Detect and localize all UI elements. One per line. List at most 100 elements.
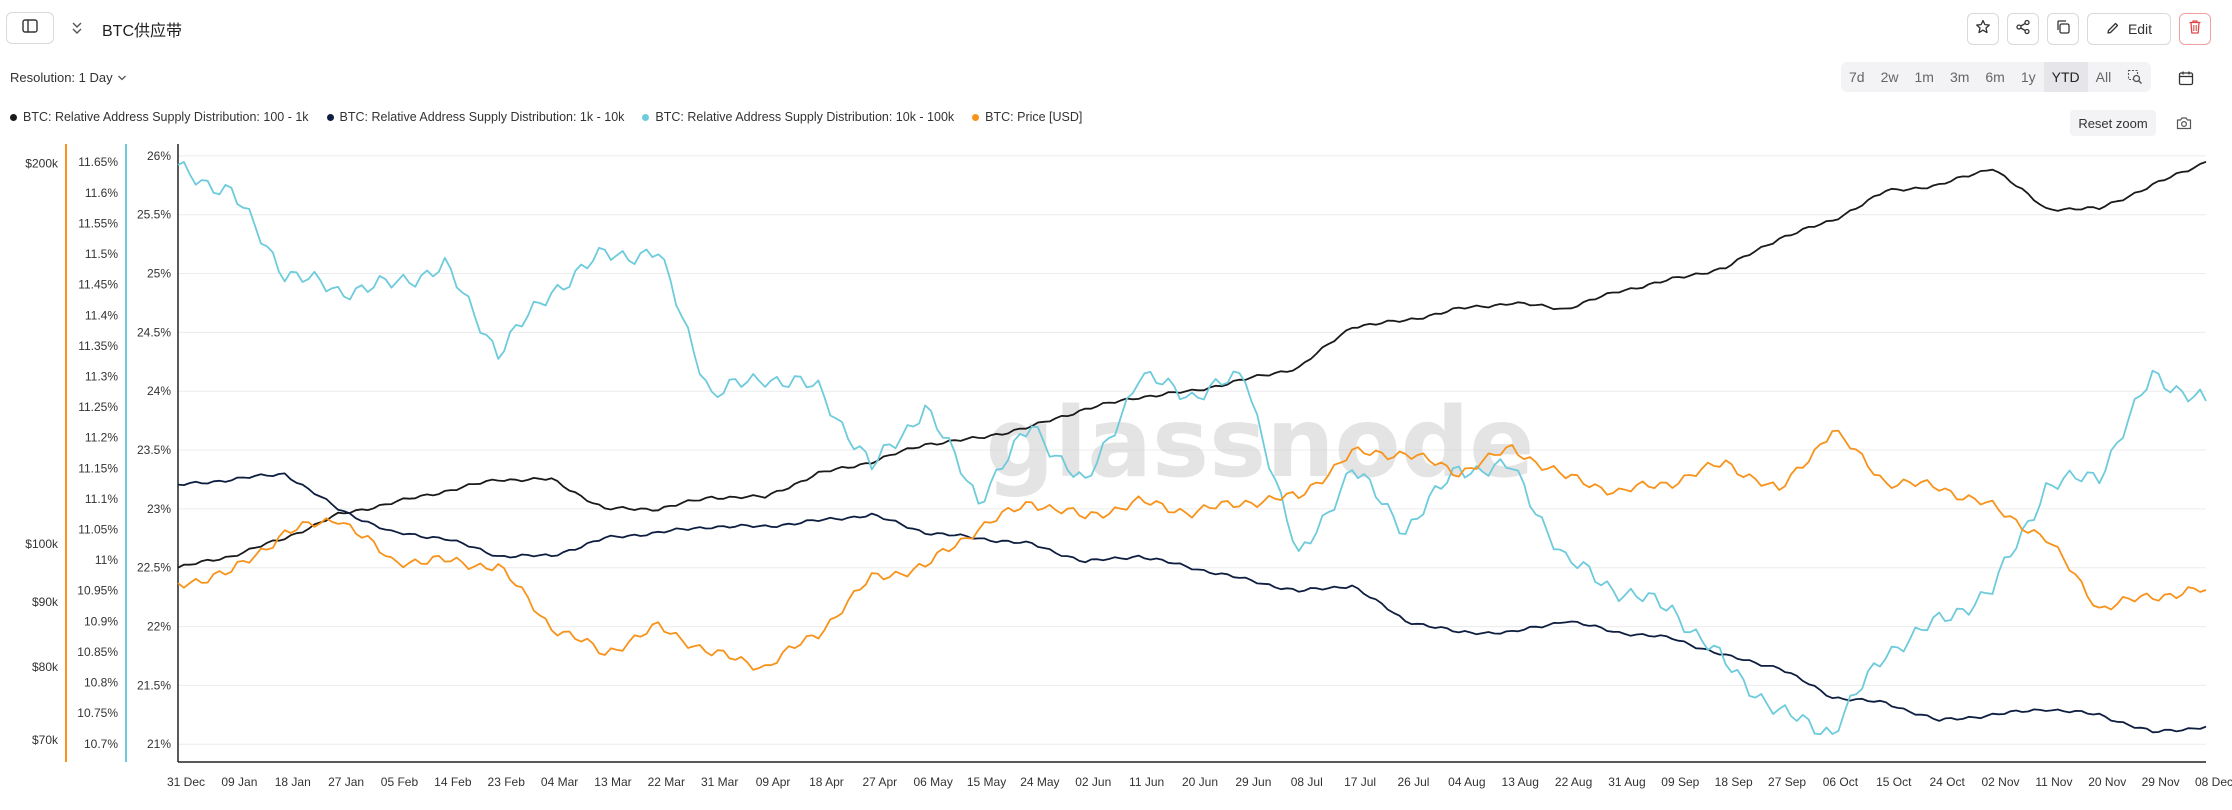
y-tick-label: 11.35%: [78, 339, 118, 353]
range-button-ytd[interactable]: YTD: [2043, 62, 2088, 92]
x-tick-label: 14 Feb: [434, 775, 472, 789]
series-line-3[interactable]: [177, 429, 2207, 671]
legend-item[interactable]: BTC: Relative Address Supply Distributio…: [642, 110, 954, 124]
page-title: BTC供应带: [102, 23, 183, 40]
x-tick-label: 27 Jan: [328, 775, 364, 789]
time-range-selector: 7d 2w 1m 3m 6m 1y YTD All: [1841, 62, 2152, 92]
x-tick-label: 02 Nov: [1982, 775, 2020, 789]
range-button-2w[interactable]: 2w: [1880, 69, 1899, 85]
y-tick-label: 10.85%: [77, 645, 118, 659]
range-button-7d[interactable]: 7d: [1849, 69, 1865, 85]
edit-label: Edit: [2127, 21, 2153, 37]
supply-band-chart[interactable]: glassnode 21% 21.5% 22% 22.5% 23% 23.5% 24% 24.…: [0, 140, 2232, 810]
series-line-1[interactable]: [177, 472, 2207, 734]
x-tick-label: 04 Mar: [541, 775, 578, 789]
range-button-all[interactable]: All: [2095, 69, 2112, 85]
x-tick-label: 18 Sep: [1715, 775, 1753, 789]
favorite-button[interactable]: [1967, 13, 1999, 45]
legend-label: BTC: Relative Address Supply Distributio…: [339, 110, 625, 124]
x-tick-label: 13 Aug: [1502, 775, 1539, 789]
x-tick-label: 17 Jul: [1344, 775, 1376, 789]
y-tick-label: 11.5%: [85, 247, 118, 261]
calendar-icon[interactable]: [2172, 64, 2200, 92]
x-tick-label: 24 Oct: [1929, 775, 1965, 789]
y-tick-label: 11.45%: [78, 278, 118, 292]
share-button[interactable]: [2007, 13, 2039, 45]
x-tick-label: 11 Nov: [2035, 775, 2072, 789]
chart-axes: 21% 21.5% 22% 22.5% 23% 23.5% 24% 24.5% 25% 25.5%…: [25, 144, 2232, 789]
range-button-1m[interactable]: 1m: [1914, 69, 1934, 85]
y-tick-label: 22%: [147, 620, 171, 634]
legend-item[interactable]: BTC: Relative Address Supply Distributio…: [326, 110, 625, 124]
y-tick-label: 11.55%: [78, 216, 118, 230]
legend-label: BTC: Relative Address Supply Distributio…: [23, 110, 309, 124]
legend-item[interactable]: BTC: Price [USD]: [972, 110, 1082, 124]
x-tick-label: 09 Jan: [221, 775, 257, 789]
camera-icon[interactable]: [2172, 112, 2196, 134]
copy-button[interactable]: [2047, 13, 2079, 45]
y-tick-label: 25.5%: [137, 208, 171, 222]
sidebar-toggle-button[interactable]: [6, 12, 54, 44]
y-tick-label: $80k: [32, 660, 59, 674]
trash-icon: [2188, 19, 2202, 40]
legend-label: BTC: Price [USD]: [985, 110, 1083, 124]
header: BTC供应带 Edit: [0, 0, 2232, 58]
y-tick-label: 11%: [95, 553, 118, 567]
y-tick-label: 10.7%: [84, 737, 118, 751]
x-tick-label: 20 Jun: [1182, 775, 1218, 789]
star-icon: [1975, 19, 1991, 40]
y-tick-label: $100k: [25, 537, 59, 551]
series-line-2[interactable]: [177, 161, 2207, 736]
y-tick-label: 25%: [147, 267, 171, 281]
range-button-6m[interactable]: 6m: [1985, 69, 2005, 85]
legend-dot-icon: [642, 113, 650, 121]
legend-dot-icon: [10, 113, 17, 121]
x-tick-label: 08 Dec: [2195, 775, 2232, 789]
zoom-select-icon[interactable]: [2119, 62, 2151, 92]
y-tick-label: 11.1%: [85, 492, 118, 506]
reset-zoom-button[interactable]: Reset zoom: [2070, 110, 2156, 136]
y-tick-label: 10.95%: [77, 584, 118, 598]
x-tick-label: 29 Nov: [2142, 775, 2180, 789]
x-tick-label: 13 Mar: [594, 775, 631, 789]
resolution-select[interactable]: Resolution: 1 Day: [10, 70, 127, 85]
chart-series: [177, 160, 2207, 736]
chart-grid: [178, 155, 2206, 745]
pencil-icon: [2106, 21, 2120, 38]
y-tick-label: 21%: [147, 737, 171, 751]
y-tick-label: 11.65%: [78, 155, 118, 169]
y-tick-label: 22.5%: [137, 561, 171, 575]
series-line-0[interactable]: [177, 160, 2207, 569]
y-tick-label: 11.6%: [85, 186, 118, 200]
chart-legend: BTC: Relative Address Supply Distributio…: [10, 110, 1082, 124]
x-tick-label: 26 Jul: [1397, 775, 1429, 789]
legend-dot-icon: [972, 113, 980, 121]
range-button-3m[interactable]: 3m: [1949, 69, 1970, 85]
x-tick-label: 18 Jan: [275, 775, 311, 789]
copy-icon: [2055, 19, 2071, 40]
chevron-down-icon: [117, 70, 127, 85]
y-tick-label: 10.8%: [84, 676, 118, 690]
x-tick-label: 22 Mar: [648, 775, 685, 789]
y-tick-label: 10.75%: [77, 706, 118, 720]
y-tick-label: 11.15%: [78, 461, 118, 475]
y-tick-label: 23.5%: [137, 443, 171, 457]
x-tick-label: 24 May: [1020, 775, 1059, 789]
collapse-icon[interactable]: [66, 17, 88, 39]
y-tick-label: $70k: [32, 733, 59, 747]
sidebar-toggle-icon: [22, 18, 38, 38]
x-tick-label: 31 Aug: [1608, 775, 1645, 789]
x-tick-label: 20 Nov: [2088, 775, 2126, 789]
x-tick-label: 08 Jul: [1291, 775, 1323, 789]
x-tick-label: 05 Feb: [381, 775, 419, 789]
edit-button[interactable]: Edit: [2087, 13, 2171, 45]
legend-dot-icon: [326, 113, 334, 121]
legend-item[interactable]: BTC: Relative Address Supply Distributio…: [10, 110, 309, 124]
y-tick-label: 24%: [147, 384, 171, 398]
x-tick-label: 27 Apr: [862, 775, 897, 789]
range-button-1y[interactable]: 1y: [2020, 69, 2036, 85]
x-tick-label: 06 May: [913, 775, 952, 789]
delete-button[interactable]: [2179, 13, 2211, 45]
x-tick-label: 04 Aug: [1448, 775, 1485, 789]
x-tick-label: 27 Sep: [1768, 775, 1806, 789]
